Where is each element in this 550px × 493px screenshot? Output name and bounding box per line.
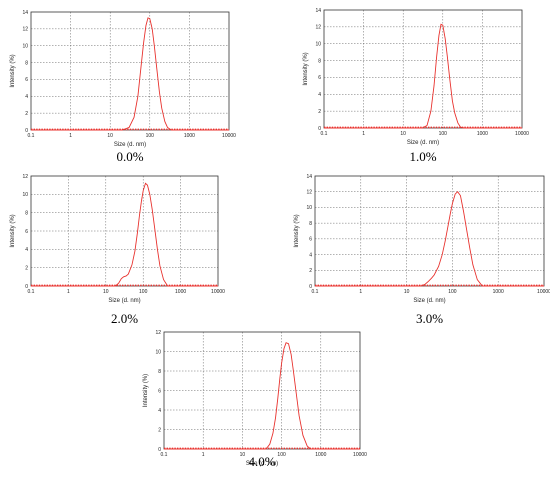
series-line-1 — [164, 342, 360, 450]
plot-frame — [314, 175, 545, 287]
series-line-1 — [315, 191, 544, 287]
x-tick-label: 10 — [240, 452, 246, 458]
y-tick-label: 8 — [309, 221, 312, 227]
series-line-1 — [324, 23, 522, 129]
y-tick-label: 12 — [315, 25, 321, 31]
x-tick-label: 1000 — [184, 133, 195, 139]
x-tick-label: 10 — [103, 289, 109, 295]
x-tick-label: 100 — [448, 289, 457, 295]
x-tick-label: 1000 — [477, 131, 488, 137]
x-tick-label: 10 — [107, 133, 113, 139]
y-tick-label: 0 — [25, 284, 28, 290]
x-axis-label: Size (d. nm) — [114, 142, 146, 148]
y-tick-label: 6 — [309, 237, 312, 243]
y-tick-label: 10 — [22, 192, 28, 198]
plot-frame — [30, 175, 219, 287]
y-tick-label: 8 — [25, 210, 28, 216]
y-tick-label: 8 — [318, 58, 321, 64]
chart-panel-3: 0.1 1 10 100 1000 10000 0 2 4 6 8 10 12 Size (d. nm) I… — [10, 174, 225, 326]
y-tick-label: 4 — [309, 252, 312, 258]
y-tick-label: 0 — [25, 128, 28, 134]
y-tick-label: 6 — [25, 77, 28, 83]
panel-caption: 4.0% — [248, 454, 275, 469]
y-tick-label: 2 — [25, 111, 28, 117]
x-tick-label: 0.1 — [161, 452, 168, 458]
y-tick-label: 12 — [22, 27, 28, 33]
y-tick-label: 12 — [306, 190, 312, 196]
y-tick-label: 8 — [25, 60, 28, 66]
y-tick-label: 14 — [22, 10, 28, 16]
x-tick-label: 1 — [69, 133, 72, 139]
x-tick-label: 1 — [359, 289, 362, 295]
plot-frame — [30, 11, 230, 131]
y-axis-label: Intensity (%) — [143, 374, 149, 407]
y-tick-label: 10 — [306, 205, 312, 211]
y-tick-label: 2 — [309, 268, 312, 274]
x-tick-label: 100 — [439, 131, 448, 137]
chart-panel-4: 0.1 1 10 100 1000 10000 0 2 4 6 8 10 12 14 Size (d. nm… — [294, 174, 550, 326]
plot-frame — [323, 9, 523, 129]
y-tick-label: 12 — [22, 174, 28, 180]
y-tick-label: 4 — [25, 247, 28, 253]
x-tick-label: 100 — [139, 289, 148, 295]
panel-caption: 0.0% — [116, 149, 143, 164]
y-tick-label: 6 — [318, 75, 321, 81]
y-tick-label: 12 — [155, 330, 161, 336]
panel-caption: 3.0% — [416, 311, 443, 326]
panel-caption: 1.0% — [409, 149, 436, 164]
y-tick-label: 0 — [158, 447, 161, 453]
y-tick-label: 10 — [155, 349, 161, 355]
plot-frame — [163, 331, 361, 450]
chart-panel-2: 0.1 1 10 100 1000 10000 0 2 4 6 8 10 12 14 Size (d. nm… — [303, 8, 529, 164]
x-tick-label: 1 — [67, 289, 70, 295]
y-axis-label: Intensity (%) — [10, 54, 16, 87]
x-tick-label: 1000 — [493, 289, 504, 295]
x-tick-label: 10 — [404, 289, 410, 295]
x-tick-label: 100 — [146, 133, 155, 139]
x-tick-label: 0.1 — [28, 133, 35, 139]
y-tick-label: 10 — [22, 44, 28, 50]
x-tick-label: 0.1 — [321, 131, 328, 137]
y-tick-label: 4 — [318, 92, 321, 98]
x-tick-label: 100 — [277, 452, 286, 458]
x-tick-label: 1000 — [175, 289, 186, 295]
y-tick-label: 4 — [158, 408, 161, 414]
series-line-1 — [31, 17, 229, 131]
x-tick-label: 10000 — [222, 133, 236, 139]
chart-panel-5: 0.1 1 10 100 1000 10000 0 2 4 6 8 10 12 Size (d. nm) I… — [143, 330, 367, 469]
x-tick-label: 10000 — [515, 131, 529, 137]
x-tick-label: 10000 — [353, 452, 367, 458]
y-tick-label: 8 — [158, 369, 161, 375]
chart-panel-1: 0.1 1 10 100 1000 10000 0 2 4 6 8 10 12 14 Size (d. nm… — [10, 10, 236, 164]
y-tick-label: 2 — [25, 265, 28, 271]
x-tick-label: 1 — [362, 131, 365, 137]
y-tick-label: 10 — [315, 42, 321, 48]
y-tick-label: 2 — [158, 427, 161, 433]
y-tick-label: 14 — [315, 8, 321, 14]
y-tick-label: 0 — [309, 284, 312, 290]
y-tick-label: 4 — [25, 94, 28, 100]
y-axis-label: Intensity (%) — [294, 214, 300, 247]
y-tick-label: 14 — [306, 174, 312, 180]
x-tick-label: 10000 — [211, 289, 225, 295]
x-tick-label: 1 — [202, 452, 205, 458]
x-axis-label: Size (d. nm) — [413, 298, 445, 304]
x-tick-label: 1000 — [315, 452, 326, 458]
x-axis-label: Size (d. nm) — [108, 298, 140, 304]
x-tick-label: 10000 — [537, 289, 550, 295]
y-axis-label: Intensity (%) — [303, 52, 309, 85]
series-line-1 — [31, 182, 218, 287]
y-tick-label: 6 — [25, 229, 28, 235]
x-tick-label: 0.1 — [28, 289, 35, 295]
x-tick-label: 0.1 — [312, 289, 319, 295]
y-tick-label: 6 — [158, 388, 161, 394]
x-axis-label: Size (d. nm) — [246, 461, 278, 467]
x-tick-label: 10 — [400, 131, 406, 137]
y-tick-label: 0 — [318, 126, 321, 132]
y-tick-label: 2 — [318, 109, 321, 115]
panel-caption: 2.0% — [111, 311, 138, 326]
y-axis-label: Intensity (%) — [10, 214, 16, 247]
x-axis-label: Size (d. nm) — [407, 140, 439, 146]
